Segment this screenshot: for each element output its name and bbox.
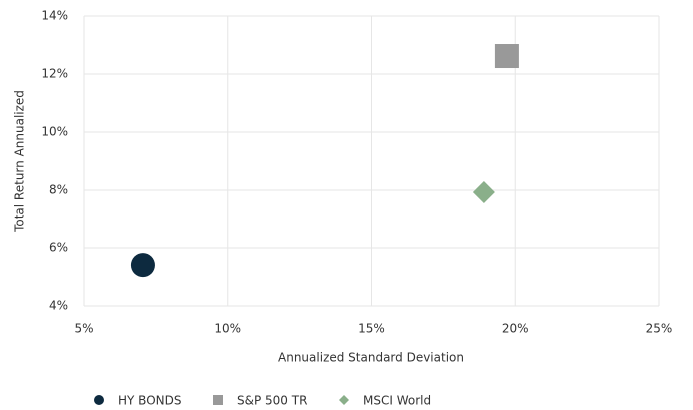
y-tick-label: 6% [49,241,68,255]
x-tick-label: 20% [502,322,529,336]
legend-marker [213,395,223,405]
x-tick-label: 10% [214,322,241,336]
data-point [472,181,495,204]
data-point [494,44,519,69]
y-tick-label: 14% [41,9,68,23]
y-tick-label: 12% [41,67,68,81]
data-point [130,253,155,278]
y-tick-label: 10% [41,125,68,139]
x-tick-label: 25% [646,322,673,336]
legend-label: HY BONDS [118,394,181,408]
legend-label: S&P 500 TR [237,394,307,408]
y-axis-label: Total Return Annualized [13,90,27,233]
legend-marker [94,395,104,405]
legend-label: MSCI World [363,394,431,408]
y-tick-label: 8% [49,183,68,197]
y-tick-label: 4% [49,299,68,313]
x-tick-label: 15% [358,322,385,336]
x-tick-label: 5% [74,322,93,336]
x-axis-label: Annualized Standard Deviation [278,351,464,365]
legend-marker [339,395,349,405]
